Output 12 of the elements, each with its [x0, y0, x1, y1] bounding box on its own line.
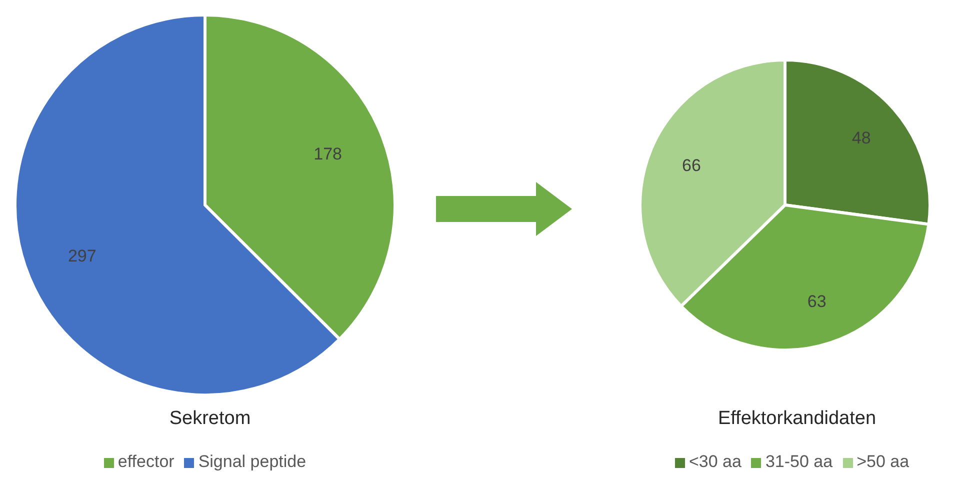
- data-label: 63: [807, 292, 826, 311]
- text: Effektorkandidaten: [716, 408, 878, 430]
- data-label: 66: [682, 156, 701, 176]
- legend-label: >50 aa: [856, 452, 910, 471]
- legend-label: <30 aa: [688, 452, 742, 471]
- data-label: 297: [68, 246, 96, 266]
- data-label: 178: [314, 144, 342, 164]
- text: Sekretom: [168, 408, 252, 430]
- legend-label: Signal peptide: [198, 452, 306, 471]
- legend-label: effector: [118, 452, 174, 471]
- legend-label: 31-50 aa: [765, 452, 833, 471]
- data-label: 48: [852, 128, 871, 148]
